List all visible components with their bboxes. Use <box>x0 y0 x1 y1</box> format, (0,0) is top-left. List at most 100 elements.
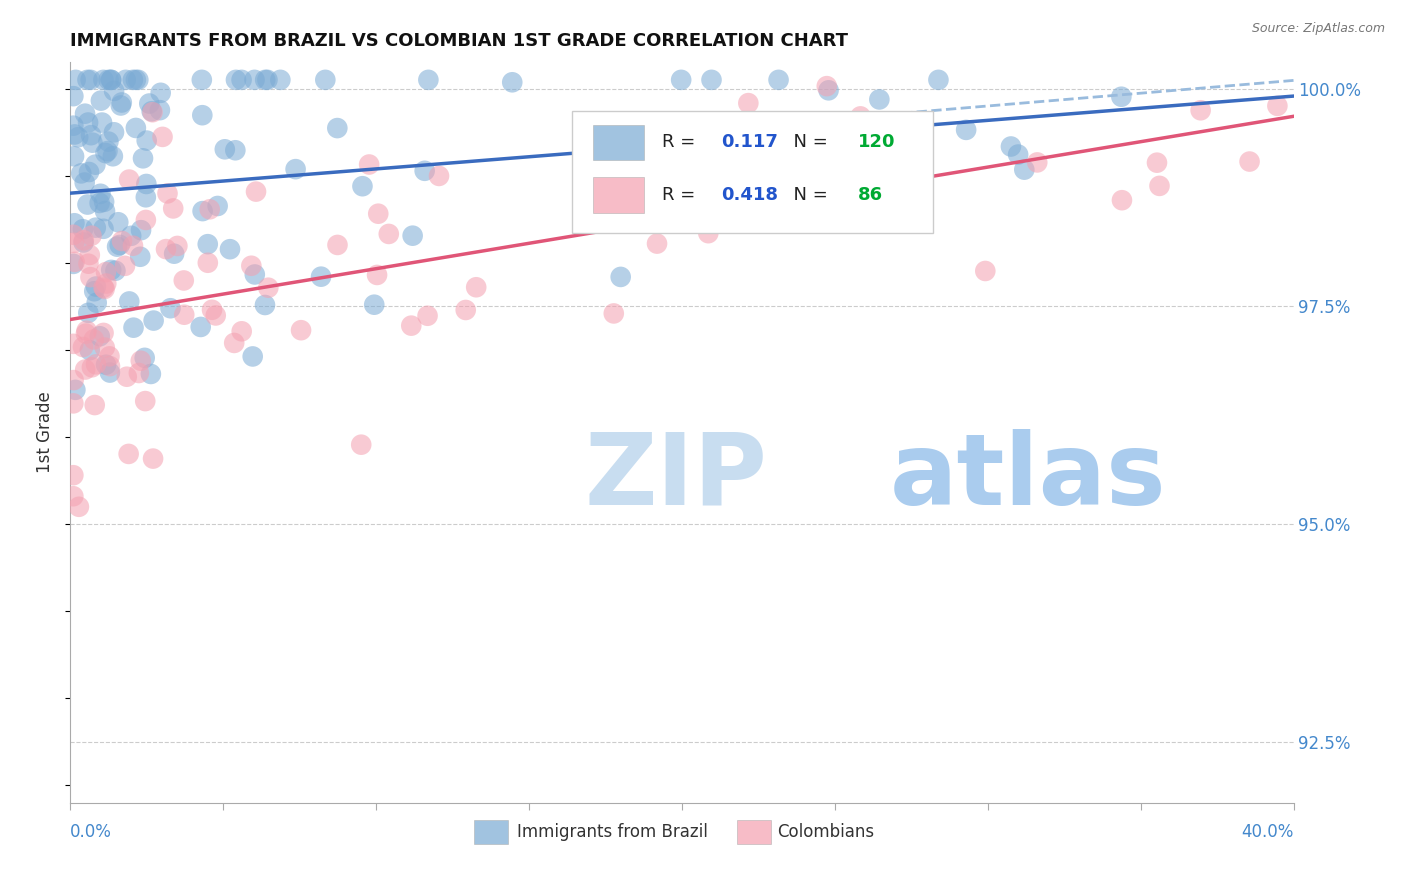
Point <box>214 142 236 156</box>
Point <box>65 73 87 87</box>
Point <box>849 109 872 123</box>
Point <box>807 126 830 140</box>
Point <box>191 73 214 87</box>
Point <box>815 79 838 94</box>
Text: N =: N = <box>782 186 834 204</box>
Point <box>65 383 87 397</box>
Point <box>645 236 668 251</box>
Point <box>1014 162 1036 177</box>
Point <box>149 103 172 117</box>
Point <box>93 221 115 235</box>
Point <box>122 238 145 252</box>
Point <box>747 145 769 159</box>
Point <box>62 336 84 351</box>
Point <box>700 73 723 87</box>
Point <box>191 204 214 219</box>
Point <box>83 398 105 412</box>
Point <box>129 353 152 368</box>
Point <box>73 233 96 247</box>
Point <box>62 119 84 133</box>
Point <box>79 270 101 285</box>
Point <box>111 95 134 110</box>
Bar <box>592 178 644 212</box>
Point <box>63 216 86 230</box>
Point <box>955 123 977 137</box>
Point <box>67 500 90 514</box>
Point <box>72 222 94 236</box>
Point <box>1007 147 1029 161</box>
Text: R =: R = <box>662 186 702 204</box>
Point <box>156 186 179 201</box>
Point <box>231 324 253 338</box>
Text: 0.418: 0.418 <box>721 186 778 204</box>
Point <box>111 234 134 248</box>
Point <box>204 309 226 323</box>
Text: Source: ZipAtlas.com: Source: ZipAtlas.com <box>1251 22 1385 36</box>
Point <box>198 202 221 217</box>
Point <box>243 73 266 87</box>
Point <box>118 294 141 309</box>
Point <box>62 89 84 103</box>
Point <box>72 340 94 354</box>
Point <box>824 174 846 188</box>
Point <box>83 284 105 298</box>
Point <box>224 335 246 350</box>
Point <box>207 199 229 213</box>
Point <box>105 240 128 254</box>
Point <box>817 83 839 97</box>
Point <box>401 318 423 333</box>
Point <box>352 179 374 194</box>
Point <box>94 265 117 279</box>
Point <box>76 197 98 211</box>
Point <box>84 220 107 235</box>
Point <box>416 309 439 323</box>
Point <box>155 242 177 256</box>
Point <box>93 282 115 296</box>
Point <box>173 273 195 287</box>
Point <box>62 257 84 271</box>
Point <box>125 73 148 87</box>
Point <box>609 269 631 284</box>
Point <box>1111 89 1133 103</box>
Text: atlas: atlas <box>890 428 1167 525</box>
Text: R =: R = <box>662 134 702 152</box>
Point <box>129 223 152 237</box>
Point <box>197 237 219 252</box>
Point <box>82 136 104 150</box>
Point <box>63 255 86 269</box>
Point <box>501 75 523 89</box>
Point <box>98 366 121 380</box>
Point <box>77 115 100 129</box>
Point <box>132 151 155 165</box>
Point <box>314 73 336 87</box>
Point <box>100 263 122 277</box>
Text: N =: N = <box>782 134 834 152</box>
Point <box>83 333 105 347</box>
Point <box>117 447 139 461</box>
Point <box>79 248 101 262</box>
Point <box>110 98 132 112</box>
Point <box>191 108 214 122</box>
Point <box>1149 178 1171 193</box>
Point <box>427 169 450 183</box>
Point <box>1239 154 1261 169</box>
Point <box>256 73 278 87</box>
Point <box>254 73 277 87</box>
Point <box>243 268 266 282</box>
Point <box>868 92 890 106</box>
Point <box>149 86 172 100</box>
Point <box>77 257 100 271</box>
Point <box>94 204 117 219</box>
Point <box>75 362 97 376</box>
Point <box>79 73 101 87</box>
Point <box>62 227 84 242</box>
Point <box>129 250 152 264</box>
Point <box>86 295 108 310</box>
Point <box>269 73 291 87</box>
Point <box>70 166 93 180</box>
Point <box>927 73 949 87</box>
Point <box>122 73 145 87</box>
Point <box>89 329 111 343</box>
Point <box>93 280 115 294</box>
Point <box>128 366 150 380</box>
